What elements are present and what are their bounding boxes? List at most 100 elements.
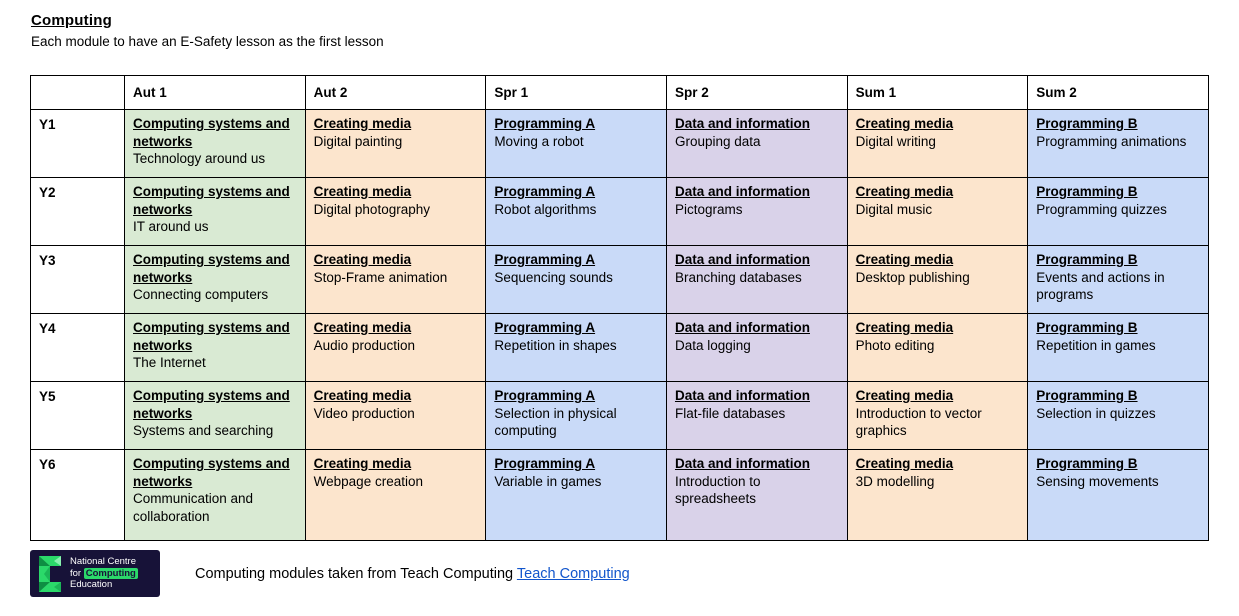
module-topic: Digital writing: [855, 133, 936, 149]
module-category: Computing systems and networks: [133, 456, 290, 489]
module-topic: Stop-Frame animation: [313, 269, 448, 285]
teach-computing-link[interactable]: Teach Computing: [516, 565, 630, 582]
module-cell: Programming A Moving a robot: [485, 109, 667, 178]
module-topic: Technology around us: [133, 151, 266, 166]
module-topic: Branching databases: [674, 269, 802, 285]
module-topic: Digital photography: [313, 201, 430, 217]
module-category: Programming A: [494, 252, 596, 267]
module-topic: Sensing movements: [1036, 473, 1159, 489]
module-cell: Computing systems and networks Connecting…: [124, 245, 306, 314]
module-category: Programming B: [1036, 388, 1138, 403]
module-category: Creating media: [855, 184, 954, 199]
module-topic: Webpage creation: [313, 473, 423, 489]
module-cell: Programming A Variable in games: [485, 449, 667, 541]
module-topic: Flat-file databases: [674, 405, 786, 421]
module-topic: Repetition in games: [1036, 337, 1156, 353]
module-category: Computing systems and networks: [133, 388, 290, 421]
module-topic: Selection in physical computing: [494, 405, 617, 439]
module-cell: Creating media Digital music: [846, 177, 1029, 246]
module-cell: Data and information Data logging: [665, 313, 848, 382]
table-row: Y6 Computing systems and networks Communic…: [30, 449, 1209, 541]
module-category: Programming A: [494, 388, 596, 403]
table-row: Y4 Computing systems and networks The Inte…: [30, 313, 1209, 382]
module-category: Programming A: [494, 116, 596, 131]
year-label: Y2: [30, 177, 125, 246]
module-category: Programming A: [494, 456, 596, 471]
module-category: Creating media: [313, 252, 412, 267]
module-topic: Introduction to vector graphics: [855, 405, 982, 439]
module-cell: Creating media Stop-Frame animation: [304, 245, 487, 314]
logo-line-2-prefix: for: [70, 567, 82, 579]
module-topic: Communication and collaboration: [133, 491, 254, 524]
page-title: Computing: [31, 12, 112, 29]
module-topic: 3D modelling: [855, 473, 935, 489]
module-category: Computing systems and networks: [133, 252, 290, 285]
module-category: Data and information: [674, 388, 810, 403]
ncce-logo-text: National Centre for Computing Education: [70, 556, 138, 591]
module-category: Creating media: [855, 388, 954, 403]
module-category: Programming B: [1036, 116, 1138, 131]
module-cell: Creating media Video production: [304, 381, 487, 450]
module-cell: Creating media Audio production: [304, 313, 487, 382]
module-cell: Programming B Selection in quizzes: [1027, 381, 1209, 450]
module-topic: Photo editing: [855, 337, 935, 353]
module-category: Programming B: [1036, 320, 1138, 335]
module-cell: Computing systems and networks Systems an…: [124, 381, 306, 450]
module-cell: Creating media Webpage creation: [304, 449, 487, 541]
document-page: Computing Each module to have an E-Safet…: [30, 12, 1209, 597]
module-cell: Programming A Robot algorithms: [485, 177, 667, 246]
module-category: Programming A: [494, 184, 596, 199]
module-cell: Programming B Repetition in games: [1027, 313, 1209, 382]
module-category: Data and information: [674, 456, 810, 471]
module-category: Creating media: [313, 388, 412, 403]
module-topic: Audio production: [313, 337, 415, 353]
module-topic: Connecting computers: [133, 287, 269, 302]
year-label: Y6: [30, 449, 125, 541]
module-topic: Programming animations: [1036, 133, 1187, 149]
module-category: Programming B: [1036, 456, 1138, 471]
module-cell: Data and information Pictograms: [665, 177, 848, 246]
module-topic: Introduction to spreadsheets: [674, 473, 761, 507]
module-topic: Grouping data: [674, 133, 761, 149]
column-header: Aut 2: [304, 75, 487, 110]
column-header: Spr 1: [485, 75, 667, 110]
year-label: Y1: [30, 109, 125, 178]
module-topic: Robot algorithms: [494, 201, 597, 217]
module-category: Programming B: [1036, 184, 1138, 199]
table-body: Y1 Computing systems and networks Technolo…: [30, 109, 1209, 541]
table-header-row: Aut 1 Aut 2 Spr 1 Spr 2 Sum 1 Sum 2: [30, 75, 1209, 110]
module-topic: Data logging: [674, 337, 751, 353]
year-label: Y4: [30, 313, 125, 382]
module-cell: Programming B Events and actions in progr…: [1027, 245, 1209, 314]
module-topic: Digital painting: [313, 133, 403, 149]
column-header: Sum 1: [846, 75, 1029, 110]
footer-caption: Computing modules taken from Teach Compu…: [195, 566, 630, 582]
module-cell: Creating media Photo editing: [846, 313, 1029, 382]
column-header: Spr 2: [665, 75, 848, 110]
logo-computing-highlight: Computing: [83, 567, 138, 579]
module-topic: IT around us: [133, 219, 209, 234]
page-subtitle: Each module to have an E-Safety lesson a…: [31, 34, 384, 49]
table-row: Y2 Computing systems and networks IT aroun…: [30, 177, 1209, 246]
module-topic: Pictograms: [674, 201, 743, 217]
table-row: Y3 Computing systems and networks Connecti…: [30, 245, 1209, 314]
module-topic: Desktop publishing: [855, 269, 970, 285]
module-cell: Creating media Digital writing: [846, 109, 1029, 178]
year-label: Y3: [30, 245, 125, 314]
module-category: Creating media: [855, 116, 954, 131]
module-cell: Data and information Grouping data: [665, 109, 848, 178]
module-cell: Creating media Digital photography: [304, 177, 487, 246]
logo-line-1: National Centre: [70, 556, 137, 568]
module-category: Creating media: [855, 252, 954, 267]
module-cell: Creating media 3D modelling: [846, 449, 1029, 541]
module-cell: Computing systems and networks The Intern…: [124, 313, 306, 382]
module-category: Data and information: [674, 252, 810, 267]
module-cell: Data and information Introduction to spre…: [665, 449, 848, 541]
module-category: Programming A: [494, 320, 596, 335]
module-category: Creating media: [855, 320, 954, 335]
module-topic: Repetition in shapes: [494, 337, 617, 353]
module-category: Creating media: [313, 184, 412, 199]
module-cell: Programming A Selection in physical compu…: [485, 381, 667, 450]
module-category: Programming B: [1036, 252, 1138, 267]
corner-header: [30, 75, 125, 110]
